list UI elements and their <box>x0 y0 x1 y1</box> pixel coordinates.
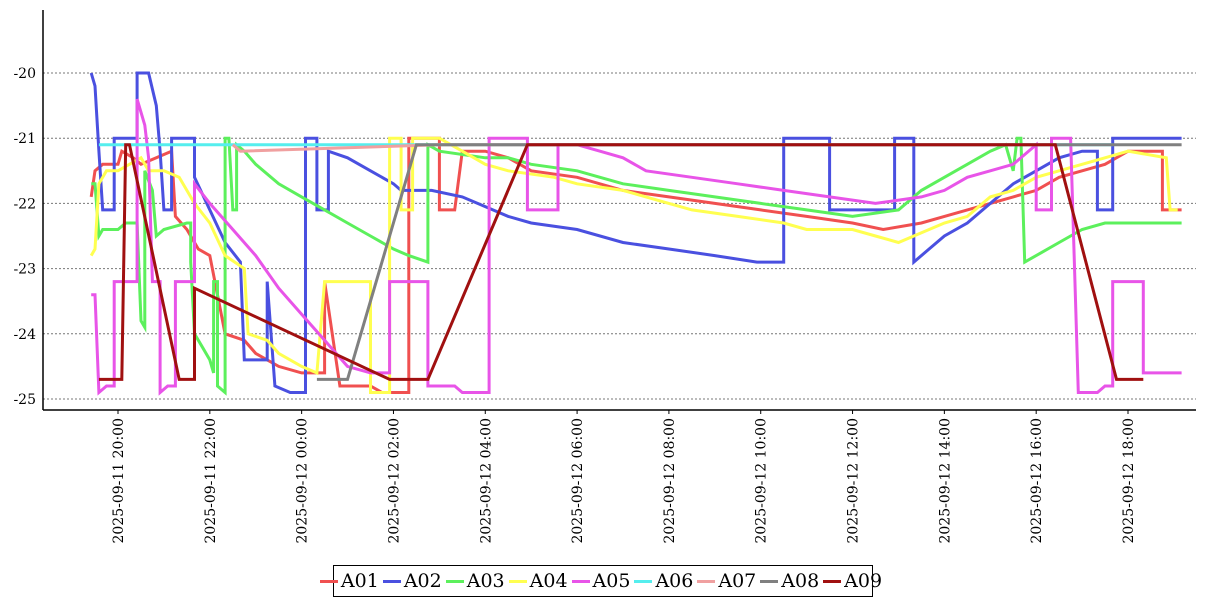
x-ticks: 2025-09-11 20:00 2025-09-11 22:00 2025-09-… <box>111 410 1137 544</box>
legend-label: A03 <box>466 570 505 592</box>
legend-swatch <box>634 579 653 583</box>
x-tick-label: 2025-09-12 16:00 <box>1029 418 1045 544</box>
legend-label: A01 <box>340 570 379 592</box>
y-tick-label: -21 <box>13 131 36 147</box>
legend-swatch <box>508 579 527 583</box>
series-line-a09 <box>98 143 1144 381</box>
x-tick-label: 2025-09-11 20:00 <box>111 418 127 544</box>
legend-item-a04: A04 <box>508 570 572 592</box>
legend-item-a09: A09 <box>823 570 886 592</box>
legend-item-a03: A03 <box>445 570 509 592</box>
legend-swatch <box>697 579 716 583</box>
legend-item-a06: A06 <box>634 570 697 592</box>
legend-swatch <box>382 579 401 583</box>
y-tick-label: -23 <box>13 262 36 278</box>
legend-item-a05: A05 <box>571 570 635 592</box>
legend-item-a01: A01 <box>319 570 383 592</box>
x-tick-label: 2025-09-12 14:00 <box>937 418 953 544</box>
legend-label: A08 <box>781 570 820 592</box>
series-line-a04 <box>89 136 1178 394</box>
legend: A01 A02 A03 A04 A05 A06 A07 A08 A09 <box>319 565 882 597</box>
legend-swatch <box>445 579 464 583</box>
x-tick-label: 2025-09-12 08:00 <box>662 418 678 544</box>
legend-item-a07: A07 <box>697 570 760 592</box>
legend-swatch <box>319 579 338 583</box>
y-ticks: -20 -21 -22 -23 -24 -25 <box>13 66 36 408</box>
legend-label: A07 <box>718 570 757 592</box>
x-tick-label: 2025-09-12 02:00 <box>386 418 402 544</box>
legend-item-a02: A02 <box>382 570 446 592</box>
x-tick-label: 2025-09-11 22:00 <box>203 418 219 544</box>
y-tick-label: -22 <box>13 196 36 212</box>
series-line-a03 <box>91 136 1182 396</box>
legend-label: A06 <box>655 570 694 592</box>
legend-swatch <box>571 579 590 583</box>
series-line-a02 <box>89 71 1182 394</box>
legend-item-a08: A08 <box>760 570 823 592</box>
x-tick-label: 2025-09-12 10:00 <box>754 418 770 544</box>
legend-label: A02 <box>403 570 442 592</box>
x-tick-label: 2025-09-12 04:00 <box>478 418 494 544</box>
x-tick-label: 2025-09-12 18:00 <box>1121 418 1137 544</box>
x-tick-label: 2025-09-12 06:00 <box>570 418 586 544</box>
legend-label: A04 <box>529 570 568 592</box>
x-tick-label: 2025-09-12 00:00 <box>295 418 311 544</box>
legend-swatch <box>823 579 842 583</box>
y-tick-label: -20 <box>13 66 36 82</box>
series-layer <box>89 71 1182 396</box>
y-tick-label: -25 <box>13 392 36 408</box>
series-line-a01 <box>89 136 1182 394</box>
y-tick-label: -24 <box>13 327 36 343</box>
x-tick-label: 2025-09-12 12:00 <box>846 418 862 544</box>
legend-label: A09 <box>844 570 883 592</box>
legend-swatch <box>760 579 779 583</box>
legend-label: A05 <box>592 570 631 592</box>
axes <box>42 10 1196 411</box>
series-line-a08 <box>316 143 1182 381</box>
